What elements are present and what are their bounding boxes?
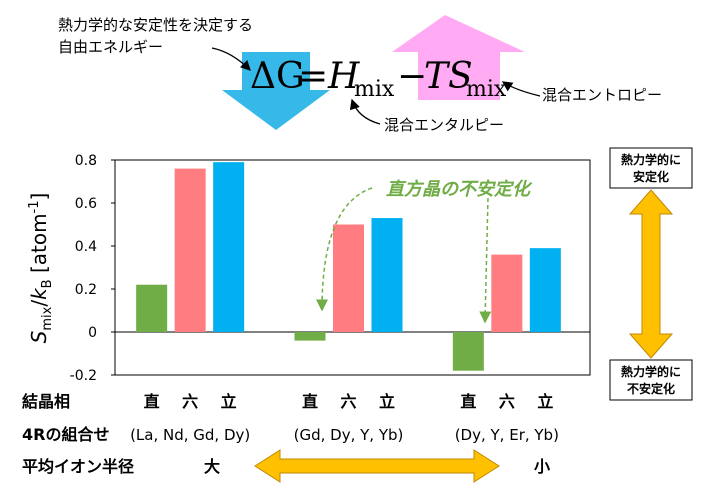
radius-double-arrow-icon <box>254 449 500 483</box>
bar-group1-cubic <box>213 162 245 332</box>
stability-double-arrow-icon <box>628 189 674 359</box>
equation-minus: − <box>397 56 427 97</box>
phase-label: 直 <box>144 392 160 411</box>
combo-label-group1: (La, Nd, Gd, Dy) <box>130 426 250 444</box>
equation-h-sub: mix <box>354 77 395 102</box>
y-tick-label: 0.2 <box>75 282 97 298</box>
bars <box>136 162 561 371</box>
gibbs-pointer <box>211 47 251 71</box>
gibbs-annotation-line1: 熱力学的な安定性を決定する <box>58 16 253 34</box>
bar-group3-ortho <box>452 332 484 371</box>
phase-label: 六 <box>499 392 515 411</box>
enthalpy-annotation: 混合エンタルピー <box>384 116 504 134</box>
unstable-box <box>609 359 693 401</box>
combo-row-label: 4Rの組合せ <box>22 425 109 444</box>
combo-label-group3: (Dy, Y, Er, Yb) <box>455 426 559 444</box>
bar-group2-ortho <box>294 332 326 341</box>
equation-lhs: ΔG <box>250 56 305 97</box>
y-tick-label: 0.8 <box>75 153 97 169</box>
equation-h: H <box>327 56 360 97</box>
unstable-label-line1: 熱力学的に <box>621 364 681 379</box>
phase-label: 六 <box>182 392 198 411</box>
enthalpy-pointer <box>349 98 381 125</box>
unstable-label-line2: 不安定化 <box>627 381 675 396</box>
y-axis-ticks: -0.2 0 0.2 0.4 0.6 0.8 <box>70 153 115 384</box>
entropy-pointer <box>501 81 541 97</box>
phase-label: 立 <box>221 392 237 411</box>
combo-labels: (La, Nd, Gd, Dy) (Gd, Dy, Y, Yb) (Dy, Y, E… <box>130 426 559 444</box>
equation-ts: TS <box>424 56 473 97</box>
stable-label-line1: 熱力学的に <box>621 152 681 167</box>
enthalpy-arrow-icon <box>222 52 330 130</box>
plot-frame <box>114 159 591 376</box>
bar-group2-cubic <box>371 218 403 332</box>
phase-labels: 直六立直六立直六立 <box>144 392 554 411</box>
phase-label: 立 <box>537 392 553 411</box>
radius-row-label: 平均イオン半径 <box>22 457 134 476</box>
y-tick-label: 0.4 <box>75 239 97 255</box>
bar-group2-hex <box>333 224 364 332</box>
phase-row-label: 結晶相 <box>22 392 70 411</box>
radius-small-label: 小 <box>534 457 550 476</box>
phase-label: 直 <box>460 392 476 411</box>
equation-ts-sub: mix <box>466 77 507 102</box>
entropy-annotation: 混合エントロピー <box>542 86 662 104</box>
bar-group1-ortho <box>136 284 168 332</box>
phase-label: 立 <box>379 392 395 411</box>
phase-label: 直 <box>302 392 318 411</box>
y-axis-label: Smix/kB [atom-1] <box>27 193 55 344</box>
radius-large-label: 大 <box>204 457 220 476</box>
destabilize-annotation: 直方晶の不安定化 <box>386 179 533 200</box>
gibbs-annotation-line2: 自由エネルギー <box>58 38 163 56</box>
y-tick-label: 0 <box>88 325 97 341</box>
stable-label-line2: 安定化 <box>633 169 669 184</box>
entropy-arrow-icon <box>392 15 525 100</box>
equation-equals: = <box>298 56 328 97</box>
bar-group1-hex <box>174 168 206 332</box>
stable-box <box>609 147 693 189</box>
phase-label: 六 <box>340 392 356 411</box>
destabilize-pointer-right <box>479 197 492 324</box>
combo-label-group2: (Gd, Dy, Y, Yb) <box>294 426 404 444</box>
y-tick-label: -0.2 <box>70 368 97 384</box>
bar-group3-cubic <box>529 248 561 332</box>
y-tick-label: 0.6 <box>75 196 97 212</box>
bar-group3-hex <box>491 254 523 332</box>
